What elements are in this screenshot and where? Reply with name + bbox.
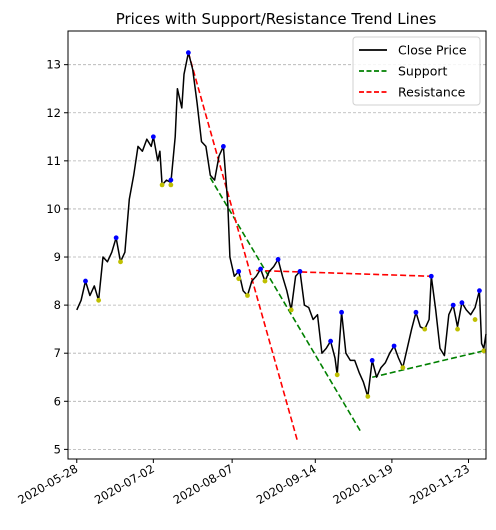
trough-marker — [168, 182, 174, 188]
trough-marker — [245, 293, 250, 298]
y-tick-label: 7 — [54, 346, 61, 360]
y-tick-label: 11 — [46, 154, 61, 168]
peak-marker — [236, 269, 242, 274]
close-price-line — [76, 51, 487, 398]
peak-marker — [168, 177, 174, 183]
x-tick-label: 2020-08-07 — [171, 461, 236, 507]
trough-marker — [96, 297, 102, 303]
trough-marker — [159, 182, 165, 188]
legend: Close Price Support Resistance — [352, 36, 481, 106]
trough-marker — [236, 276, 242, 282]
y-tick-label: 12 — [46, 106, 61, 120]
legend-label: Support — [398, 64, 448, 79]
trough-marker — [365, 394, 371, 399]
trough-marker — [400, 365, 406, 371]
plot-frame — [67, 30, 487, 460]
trough-marker — [118, 259, 123, 265]
y-gridlines — [68, 64, 486, 450]
y-tick-label: 9 — [54, 250, 61, 264]
chart-title: Prices with Support/Resistance Trend Lin… — [116, 10, 437, 28]
peak-marker — [339, 309, 344, 315]
resistance-lines — [187, 52, 432, 443]
peak-marker — [185, 50, 191, 56]
peak-marker — [113, 235, 119, 241]
support-lines — [209, 177, 484, 433]
y-tick-label: 5 — [54, 442, 61, 456]
y-tick-label: 13 — [46, 58, 61, 72]
x-axis: 2020-05-28 2020-07-02 2020-08-07 2020-09-14… — [15, 459, 472, 507]
legend-label: Close Price — [398, 43, 467, 58]
trough-markers — [96, 182, 487, 399]
x-tick-label: 2020-11-23 — [407, 461, 472, 507]
support-line — [372, 350, 484, 379]
resistance-line — [256, 269, 432, 278]
peak-marker — [220, 144, 226, 149]
peak-markers — [83, 50, 482, 363]
peak-marker — [477, 288, 482, 294]
x-tick-label: 2020-07-02 — [92, 461, 157, 507]
peak-marker — [450, 302, 456, 308]
y-tick-label: 8 — [54, 298, 61, 312]
x-tick-label: 2020-10-19 — [331, 461, 396, 507]
peak-marker — [391, 343, 397, 349]
trough-marker — [481, 348, 487, 354]
legend-label: Resistance — [398, 85, 466, 100]
trough-marker — [472, 317, 478, 322]
trough-marker — [288, 307, 294, 313]
y-axis: 5 6 7 8 9 10 11 12 13 — [46, 58, 68, 456]
trough-marker — [334, 372, 340, 378]
y-tick-label: 10 — [46, 202, 61, 216]
x-tick-label: 2020-05-28 — [15, 461, 80, 507]
peak-marker — [369, 358, 375, 363]
y-tick-label: 6 — [54, 394, 61, 408]
resistance-line — [187, 52, 299, 443]
peak-marker — [150, 134, 156, 140]
peak-marker — [328, 338, 334, 344]
x-tick-label: 2020-09-14 — [254, 461, 319, 507]
trough-marker — [455, 326, 460, 332]
legend-box — [352, 36, 481, 106]
trough-marker — [262, 278, 268, 284]
peak-marker — [83, 278, 88, 284]
peak-marker — [413, 309, 419, 315]
peak-marker — [258, 266, 263, 272]
peak-marker — [459, 300, 465, 306]
peak-marker — [297, 269, 303, 274]
trough-marker — [422, 326, 428, 332]
peak-marker — [428, 273, 434, 279]
peak-marker — [275, 257, 281, 262]
